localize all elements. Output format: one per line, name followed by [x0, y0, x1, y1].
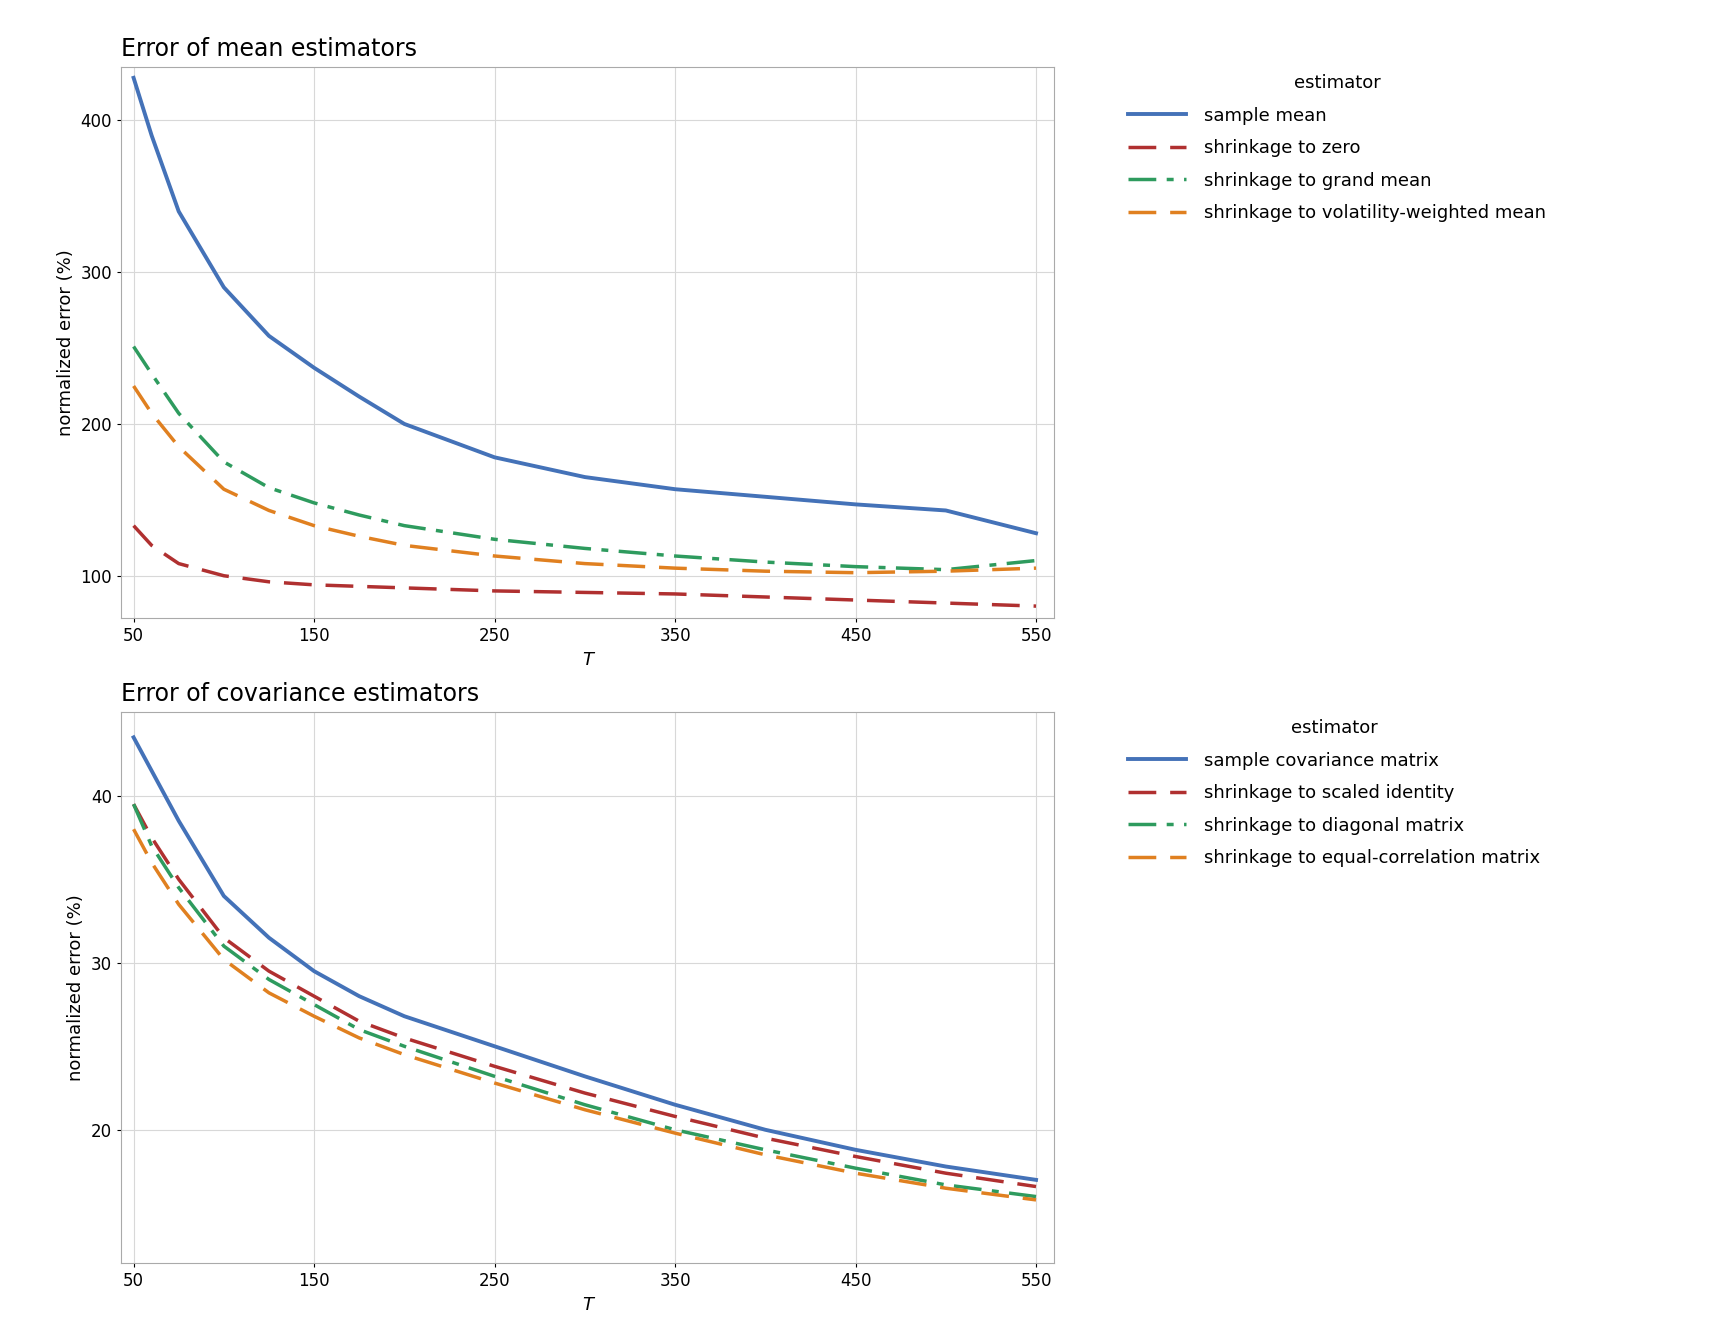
Text: Error of covariance estimators: Error of covariance estimators	[121, 683, 479, 706]
Y-axis label: normalized error (%): normalized error (%)	[57, 250, 74, 435]
Y-axis label: normalized error (%): normalized error (%)	[67, 895, 85, 1081]
Legend: sample mean, shrinkage to zero, shrinkage to grand mean, shrinkage to volatility: sample mean, shrinkage to zero, shrinkag…	[1120, 66, 1555, 231]
Text: Error of mean estimators: Error of mean estimators	[121, 38, 416, 60]
Legend: sample covariance matrix, shrinkage to scaled identity, shrinkage to diagonal ma: sample covariance matrix, shrinkage to s…	[1120, 711, 1548, 876]
X-axis label: T: T	[582, 650, 593, 669]
X-axis label: T: T	[582, 1296, 593, 1314]
